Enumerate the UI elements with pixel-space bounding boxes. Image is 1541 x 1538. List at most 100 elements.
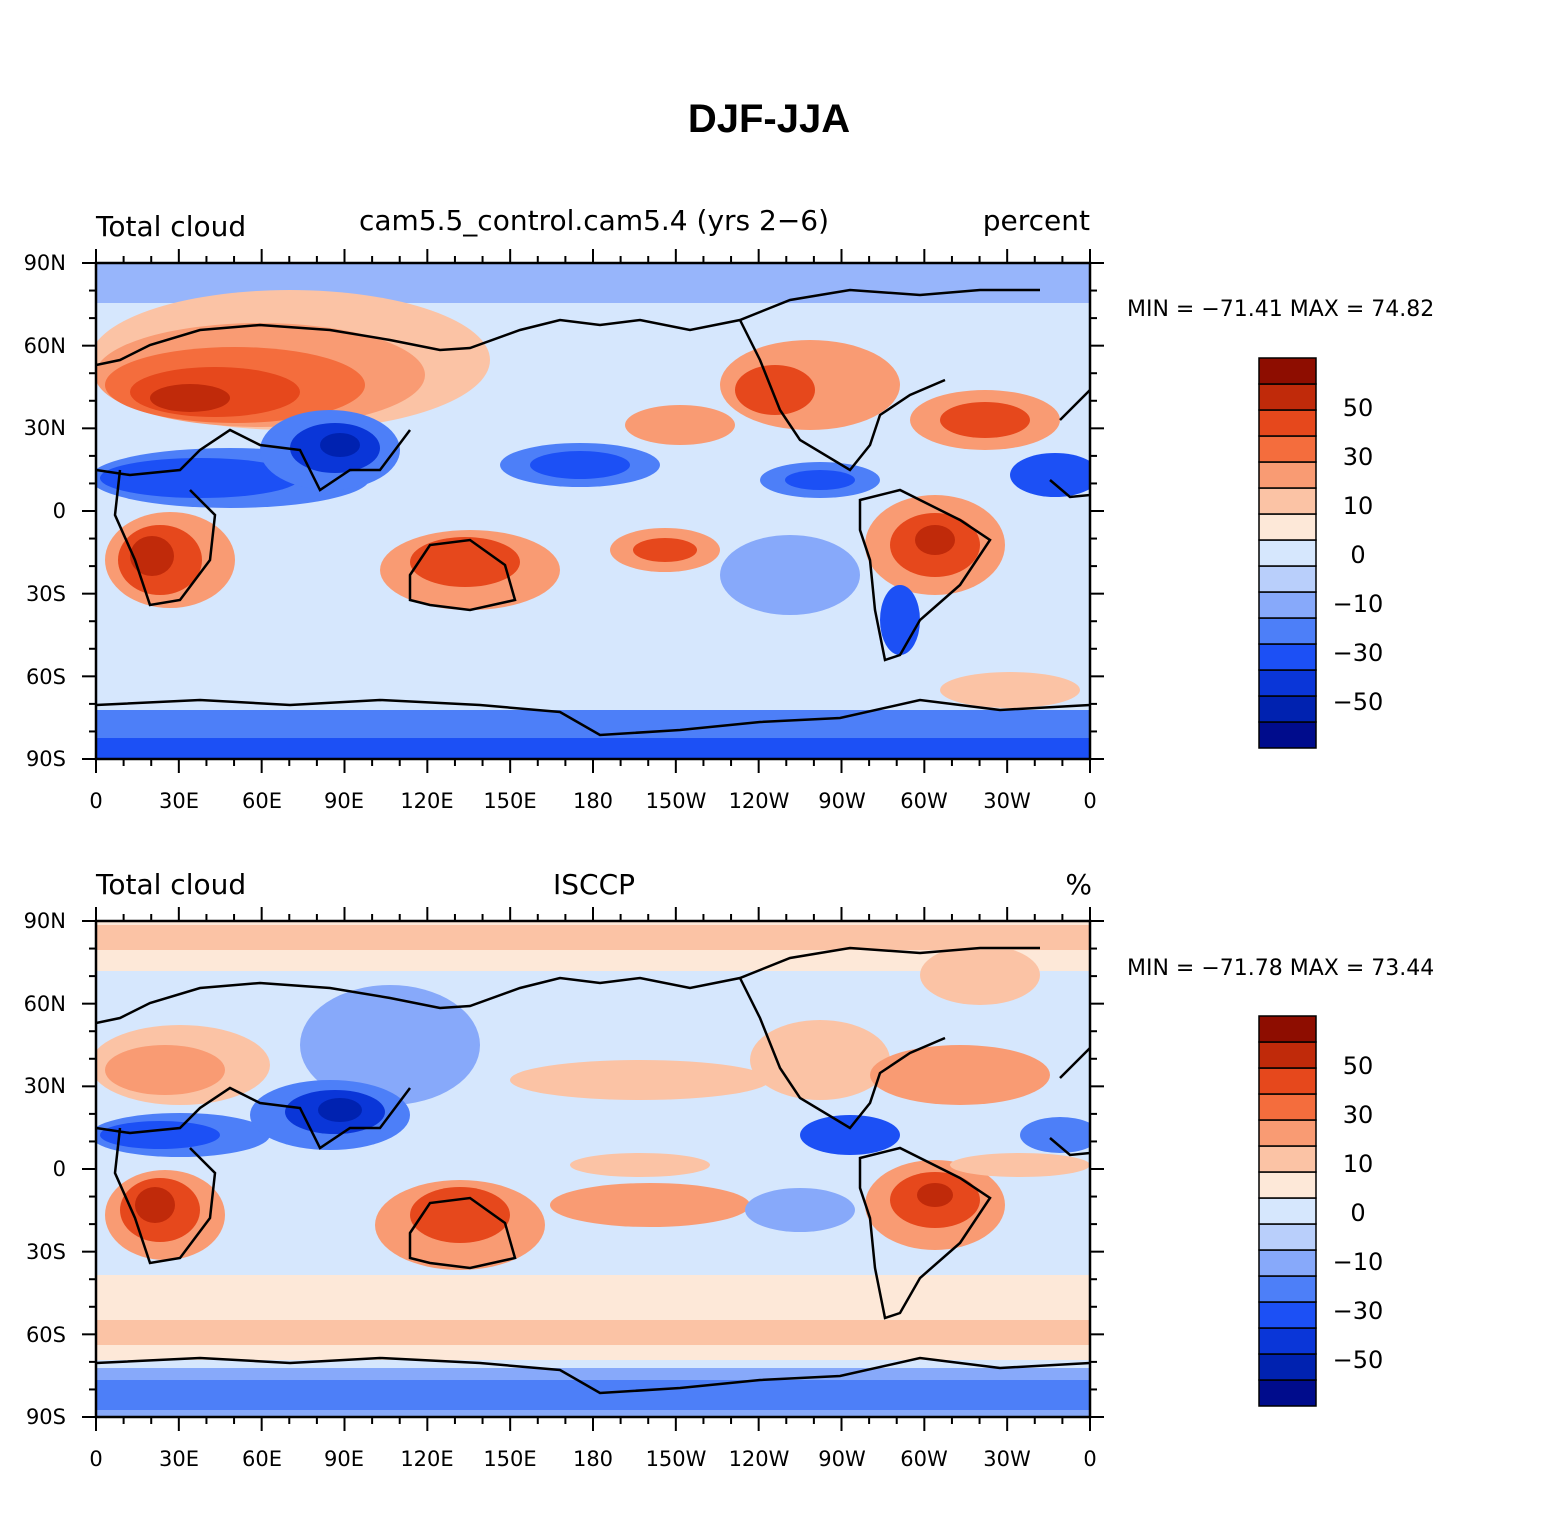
lat-tick-label: 60S (26, 665, 66, 689)
colorbar-swatch (1258, 1223, 1317, 1251)
lat-tick-label: 0 (53, 499, 66, 523)
colorbar-swatch (1258, 383, 1317, 411)
lon-tick-label: 150W (646, 789, 707, 813)
lon-tick-label: 180 (573, 789, 613, 813)
lon-tick-label: 0 (89, 789, 102, 813)
lat-tick-label: 90S (26, 747, 66, 771)
coastlines (96, 946, 1090, 1395)
lon-tick-label: 150W (646, 1447, 707, 1471)
colorbar-label: −50 (1333, 688, 1384, 716)
colorbar: 50 30 10 0 −10 −30 −50 (1258, 357, 1384, 749)
min-max-readout: MIN = −71.78 MAX = 73.44 (1127, 956, 1434, 981)
colorbar-label: −30 (1333, 1297, 1384, 1325)
colorbar-label: 10 (1343, 1150, 1374, 1178)
colorbar-swatch (1258, 1301, 1317, 1329)
lon-tick-label: 30W (983, 1447, 1031, 1471)
panel-center-label: ISCCP (553, 868, 635, 901)
min-max-readout: MIN = −71.41 MAX = 74.82 (1127, 297, 1434, 322)
colorbar-label: −50 (1333, 1346, 1384, 1374)
colorbar-swatch (1258, 357, 1317, 385)
colorbar-swatch (1258, 539, 1317, 567)
lat-tick-label: 60N (24, 992, 66, 1016)
lon-tick-label: 60E (242, 789, 282, 813)
lon-tick-label: 30W (983, 789, 1031, 813)
lat-tick-label: 90S (26, 1405, 66, 1429)
panel-center-label: cam5.5_control.cam5.4 (yrs 2−6) (359, 204, 829, 237)
colorbar-swatch (1258, 1379, 1317, 1407)
difference-field (96, 921, 1090, 1417)
colorbar-swatch (1258, 1015, 1317, 1043)
lat-tick-label: 30N (24, 416, 66, 440)
axis-ticks (82, 907, 1104, 1431)
lon-tick-label: 0 (89, 1447, 102, 1471)
colorbar-label: −10 (1333, 590, 1384, 618)
colorbar-label: 10 (1343, 492, 1374, 520)
lon-tick-label: 0 (1083, 789, 1096, 813)
colorbar-label: 0 (1350, 1199, 1365, 1227)
colorbar: 50 30 10 0 −10 −30 −50 (1258, 1015, 1384, 1407)
colorbar-swatch (1258, 435, 1317, 463)
colorbar-swatch (1258, 1171, 1317, 1199)
lon-tick-label: 90W (818, 789, 866, 813)
lat-tick-label: 60S (26, 1323, 66, 1347)
difference-field (96, 263, 1090, 759)
colorbar-swatch (1258, 565, 1317, 593)
colorbar-swatch (1258, 513, 1317, 541)
lon-tick-label: 60W (900, 1447, 948, 1471)
lat-tick-label: 30S (26, 582, 66, 606)
lon-tick-label: 120W (729, 789, 790, 813)
lon-tick-label: 30E (159, 789, 199, 813)
colorbar-swatch (1258, 1119, 1317, 1147)
colorbar-swatch (1258, 487, 1317, 515)
colorbar-swatch (1258, 1249, 1317, 1277)
lon-tick-label: 60W (900, 789, 948, 813)
lon-tick-label: 60E (242, 1447, 282, 1471)
figure-title: DJF-JJA (688, 97, 850, 141)
map-panel-model: Total cloud cam5.5_control.cam5.4 (yrs 2… (24, 204, 1435, 813)
colorbar-swatch (1258, 1041, 1317, 1069)
colorbar-swatch (1258, 409, 1317, 437)
colorbar-swatch (1258, 695, 1317, 723)
panel-units-label: % (1065, 868, 1092, 901)
lon-tick-label: 90E (324, 789, 364, 813)
lat-tick-label: 30S (26, 1240, 66, 1264)
colorbar-swatch (1258, 1093, 1317, 1121)
lon-tick-label: 120E (400, 789, 453, 813)
lat-tick-label: 0 (53, 1157, 66, 1181)
colorbar-swatch (1258, 591, 1317, 619)
colorbar-label: 30 (1343, 443, 1374, 471)
colorbar-swatch (1258, 617, 1317, 645)
lon-tick-label: 90E (324, 1447, 364, 1471)
colorbar-swatch (1258, 1145, 1317, 1173)
lat-tick-label: 90N (24, 909, 66, 933)
lon-tick-label: 90W (818, 1447, 866, 1471)
colorbar-swatch (1258, 1353, 1317, 1381)
colorbar-label: −10 (1333, 1248, 1384, 1276)
colorbar-label: 0 (1350, 541, 1365, 569)
lon-tick-label: 150E (483, 1447, 536, 1471)
lat-tick-label: 30N (24, 1074, 66, 1098)
panel-units-label: percent (983, 204, 1090, 237)
colorbar-swatch (1258, 669, 1317, 697)
colorbar-swatch (1258, 1275, 1317, 1303)
lon-tick-label: 150E (483, 789, 536, 813)
colorbar-swatch (1258, 461, 1317, 489)
lon-tick-label: 180 (573, 1447, 613, 1471)
panel-left-label: Total cloud (95, 210, 246, 243)
lat-tick-label: 60N (24, 334, 66, 358)
colorbar-swatch (1258, 721, 1317, 749)
colorbar-swatch (1258, 1197, 1317, 1225)
colorbar-swatch (1258, 1327, 1317, 1355)
lon-tick-label: 120W (729, 1447, 790, 1471)
coastlines (96, 288, 1090, 737)
colorbar-label: 30 (1343, 1101, 1374, 1129)
colorbar-label: −30 (1333, 639, 1384, 667)
colorbar-swatch (1258, 643, 1317, 671)
lon-tick-label: 120E (400, 1447, 453, 1471)
map-panel-observed: Total cloud ISCCP % (24, 868, 1435, 1471)
lon-tick-label: 30E (159, 1447, 199, 1471)
panel-left-label: Total cloud (95, 868, 246, 901)
lon-tick-label: 0 (1083, 1447, 1096, 1471)
colorbar-label: 50 (1343, 1052, 1374, 1080)
